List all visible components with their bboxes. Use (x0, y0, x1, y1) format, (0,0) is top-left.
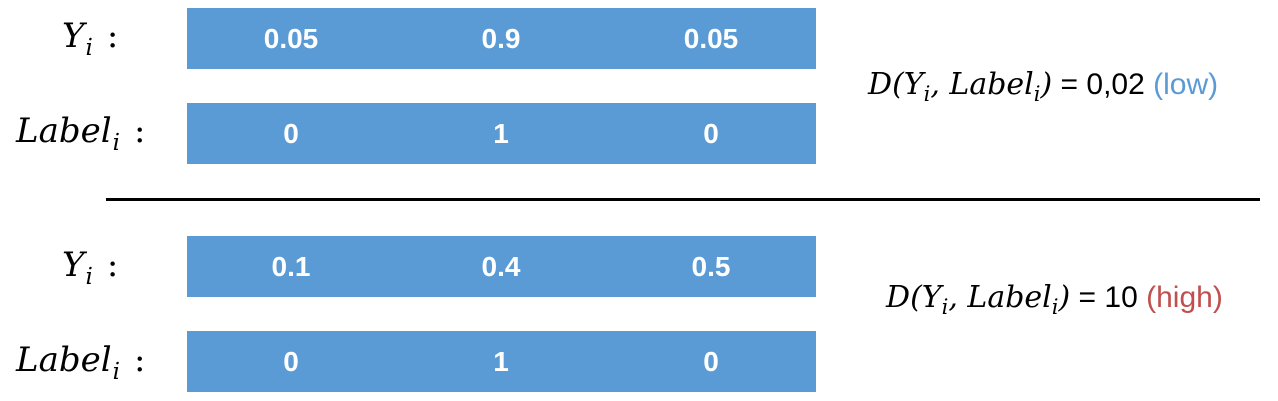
y-row-label: Yi: (62, 245, 119, 290)
distance-formula: D(Yi, Labeli) = 10 (high) (886, 280, 1223, 319)
formula-arg1-sub: i (941, 295, 949, 319)
label-row-label: Labeli: (16, 340, 146, 385)
formula-equals: = (1070, 281, 1105, 314)
distance-qualifier-high: (high) (1146, 281, 1223, 314)
formula-open: ( (892, 67, 904, 102)
prediction-bar: 0.1 0.4 0.5 (187, 236, 816, 297)
y-row-label: Yi: (62, 16, 119, 61)
label-value: 0 (283, 346, 299, 377)
formula-arg1-sub: i (923, 82, 931, 106)
formula-func: D (868, 67, 893, 102)
formula-open: ( (910, 280, 922, 315)
distance-formula: D(Yi, Labeli) = 0,02 (low) (868, 67, 1219, 106)
formula-comma: , (948, 280, 968, 315)
label-bar: 0 1 0 (187, 331, 816, 392)
formula-equals: = (1052, 68, 1087, 101)
label-value: 1 (493, 118, 509, 149)
label-bar: 0 1 0 (187, 103, 816, 164)
distance-qualifier-low: (low) (1153, 68, 1219, 101)
prediction-value: 0.05 (263, 23, 319, 54)
label-subscript: i (112, 130, 120, 156)
formula-close: ) (1040, 67, 1053, 102)
formula-comma: , (930, 67, 950, 102)
y-symbol: Y (62, 16, 85, 56)
formula-close: ) (1058, 280, 1071, 315)
label-subscript: i (112, 359, 120, 385)
y-symbol: Y (62, 245, 85, 285)
formula-arg2: Label (967, 280, 1052, 315)
y-subscript: i (85, 264, 93, 290)
formula-arg1: Y (903, 67, 924, 102)
distance-value: 0,02 (1086, 68, 1145, 101)
section-divider (106, 198, 1260, 201)
label-symbol: Label (16, 340, 112, 380)
formula-arg2-sub: i (1051, 295, 1059, 319)
label-value: 0 (283, 118, 299, 149)
prediction-value: 0.05 (683, 23, 739, 54)
y-colon: : (106, 245, 119, 285)
formula-arg2: Label (949, 67, 1034, 102)
formula-arg2-sub: i (1033, 82, 1041, 106)
label-value: 1 (493, 346, 509, 377)
formula-func: D (886, 280, 911, 315)
prediction-value: 0.1 (271, 251, 311, 282)
label-value: 0 (703, 118, 719, 149)
label-colon: : (133, 111, 146, 151)
label-colon: : (133, 340, 146, 380)
prediction-value: 0.5 (691, 251, 731, 282)
label-row-label: Labeli: (16, 111, 146, 156)
y-subscript: i (85, 35, 93, 61)
prediction-value: 0.9 (481, 23, 521, 54)
label-symbol: Label (16, 111, 112, 151)
prediction-bar: 0.05 0.9 0.05 (187, 8, 816, 69)
label-value: 0 (703, 346, 719, 377)
y-colon: : (106, 16, 119, 56)
prediction-value: 0.4 (481, 251, 521, 282)
formula-arg1: Y (921, 280, 942, 315)
distance-value: 10 (1104, 281, 1138, 314)
